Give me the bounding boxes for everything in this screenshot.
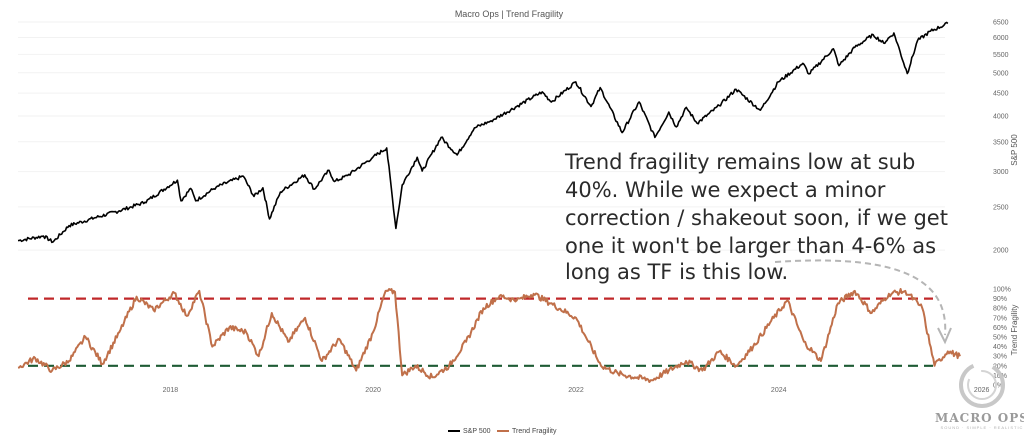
- top-y-tick-label: 5000: [993, 70, 1009, 77]
- x-tick-label: 2022: [568, 387, 584, 394]
- bottom-y-tick-label: 70%: [993, 315, 1007, 322]
- legend: S&P 500 Trend Fragility: [448, 428, 557, 435]
- bottom-y-tick-label: 80%: [993, 306, 1007, 313]
- bottom-y-tick-label: 50%: [993, 335, 1007, 342]
- logo-wordmark: MACRO OPS: [935, 411, 1024, 425]
- bottom-panel-series: [17, 288, 961, 383]
- bottom-panel-reference-lines: [28, 297, 933, 367]
- annotation-text: Trend fragility remains low at sub 40%. …: [564, 150, 948, 284]
- series-line-trend-fragility: [17, 288, 961, 383]
- bottom-y-tick-label: 0%: [993, 383, 1003, 390]
- series-line-sp500: [17, 21, 949, 244]
- x-tick-label: 2024: [771, 387, 787, 394]
- top-y-tick-label: 3000: [993, 169, 1009, 176]
- x-tick-label: 2018: [163, 387, 179, 394]
- annotation-arrowhead: [937, 327, 952, 345]
- bottom-panel-y-axis-label: Trend Fragility: [1010, 305, 1019, 356]
- top-y-tick-label: 2500: [993, 204, 1009, 211]
- logo-tagline: SOUND · SIMPLE · REALISTIC: [941, 425, 1024, 430]
- top-panel-series: [17, 21, 949, 244]
- top-panel-y-axis-label: S&P 500: [1010, 134, 1019, 166]
- annotation-line-2: 40%. While we expect a minor: [565, 178, 886, 202]
- legend-label-trend-fragility: Trend Fragility: [512, 428, 557, 435]
- top-y-tick-label: 5500: [993, 52, 1009, 59]
- logo-inner-ring: [967, 370, 997, 400]
- top-y-tick-label: 2000: [993, 248, 1009, 255]
- top-panel-y-ticks: 2000 2500 3000 3500 4000 4500 5000 5500 6000 6500: [993, 20, 1009, 255]
- x-tick-label: 2026: [974, 387, 990, 394]
- legend-label-sp500: S&P 500: [463, 428, 491, 435]
- bottom-panel-y-ticks: 0%10%20%30%40%50%60%70%80%90%100%: [993, 287, 1011, 390]
- x-tick-label: 2020: [365, 387, 381, 394]
- bottom-y-tick-label: 40%: [993, 344, 1007, 351]
- bottom-y-tick-label: 20%: [993, 363, 1007, 370]
- top-y-tick-label: 3500: [993, 139, 1009, 146]
- bottom-y-tick-label: 30%: [993, 354, 1007, 361]
- top-y-tick-label: 4500: [993, 91, 1009, 98]
- bottom-y-tick-label: 60%: [993, 325, 1007, 332]
- annotation-line-1: Trend fragility remains low at sub: [564, 150, 915, 174]
- top-panel-gridlines: [18, 21, 945, 251]
- bottom-y-tick-label: 100%: [993, 287, 1011, 294]
- top-y-tick-label: 6000: [993, 35, 1009, 42]
- top-y-tick-label: 4000: [993, 113, 1009, 120]
- chart-title: Macro Ops | Trend Fragility: [455, 9, 564, 19]
- annotation-line-4: one it won't be larger than 4-6% as: [565, 234, 936, 258]
- logo-ring: [959, 362, 1005, 408]
- macro-ops-logo: MACRO OPS SOUND · SIMPLE · REALISTIC: [935, 362, 1024, 430]
- top-y-tick-label: 6500: [993, 20, 1009, 27]
- bottom-y-tick-label: 90%: [993, 296, 1007, 303]
- annotation-line-5: long as TF is this low.: [565, 260, 788, 284]
- annotation-line-3: correction / shakeout soon, if we get: [565, 206, 948, 230]
- x-axis-ticks: 2018 2020 2022 2024 2026: [163, 387, 990, 394]
